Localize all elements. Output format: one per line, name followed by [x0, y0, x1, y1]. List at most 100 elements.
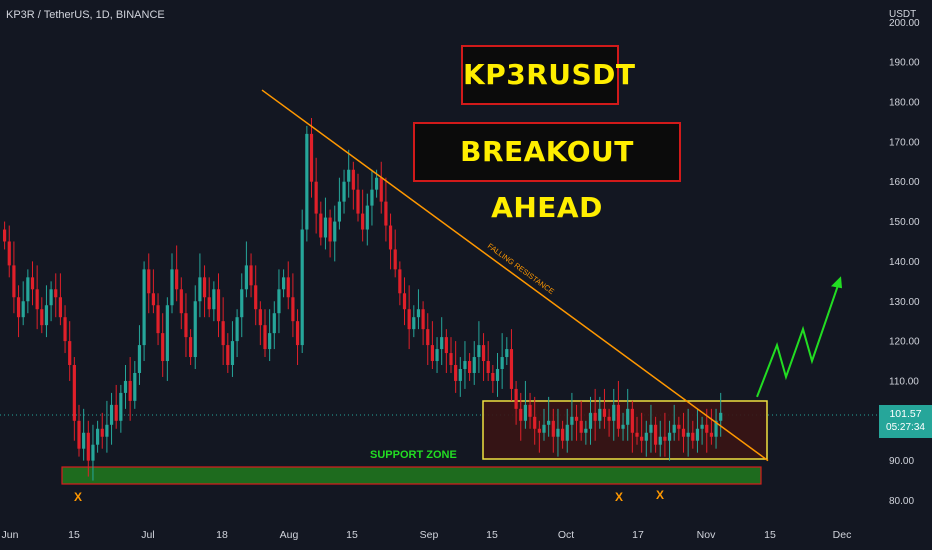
candle-body [528, 404, 532, 417]
projection-arrowhead [831, 276, 842, 289]
candle-body [579, 420, 583, 433]
candle-body [709, 432, 713, 437]
candle-body [319, 213, 323, 238]
candle-body [314, 181, 318, 214]
candle-body [607, 416, 611, 421]
candle-body [21, 301, 25, 318]
candle-body [658, 436, 662, 445]
candle-body [477, 345, 481, 358]
candle-body [63, 317, 67, 342]
candle-body [49, 289, 53, 306]
candle-body [565, 424, 569, 441]
candle-body [351, 169, 355, 190]
candle-body [333, 221, 337, 242]
falling-resistance-line [261, 89, 769, 462]
candle-body [263, 325, 267, 350]
candle-body [337, 201, 341, 222]
projection-path [756, 284, 839, 398]
candle-body [258, 309, 262, 326]
y-tick-label: 150.00 [889, 217, 920, 228]
candle-body [412, 317, 416, 330]
candle-body [54, 289, 58, 298]
candle-body [244, 265, 248, 290]
candle-body [189, 337, 193, 358]
candle-body [184, 313, 188, 338]
candle-body [161, 333, 165, 362]
candle-body [547, 420, 551, 425]
candle-body [137, 345, 142, 373]
candle-body [26, 277, 30, 302]
y-tick-label: 170.00 [889, 137, 920, 148]
candle-body [105, 424, 109, 437]
candle-body [533, 416, 537, 429]
y-tick-label: 80.00 [889, 496, 914, 507]
candle-body [100, 428, 104, 437]
candle-body [561, 428, 565, 441]
headline-title: BREAKOUT AHEAD [413, 122, 681, 224]
candle-body [440, 337, 444, 350]
candle-body [16, 297, 21, 318]
candle-body [147, 269, 151, 294]
candle-body [551, 420, 555, 437]
candle-body [584, 428, 588, 433]
candle-body [556, 428, 560, 437]
y-tick-label: 90.00 [889, 456, 914, 467]
candle-body [719, 412, 723, 421]
bounce-marker-1: X [74, 490, 82, 504]
candle-body [207, 297, 211, 310]
candle-body [58, 297, 62, 318]
candle-body [170, 269, 174, 306]
candle-body [156, 305, 160, 334]
candle-body [356, 189, 360, 214]
candle-body [593, 412, 597, 421]
y-tick-label: 160.00 [889, 177, 920, 188]
candle-body [505, 349, 509, 358]
candle-body [202, 277, 207, 298]
candle-body [282, 277, 286, 290]
candle-body [295, 321, 300, 346]
y-tick-label: 180.00 [889, 98, 920, 109]
candle-body [458, 368, 462, 381]
candle-body [379, 177, 383, 202]
candle-body [654, 424, 658, 445]
support-zone-label: SUPPORT ZONE [370, 449, 457, 461]
x-tick-label: Dec [833, 529, 852, 541]
candle-body [626, 408, 630, 425]
candle-body [12, 265, 16, 298]
candle-body [342, 181, 346, 202]
candle-body [523, 404, 527, 421]
candle-body [142, 269, 146, 346]
candle-body [644, 432, 648, 441]
candle-body [398, 269, 402, 294]
candle-body [640, 436, 644, 441]
x-tick-label: Nov [697, 529, 716, 541]
x-tick-label: 17 [632, 529, 644, 541]
x-tick-label: 15 [68, 529, 80, 541]
time-axis[interactable]: Jun 15 Jul 18 Aug 15 Sep 15 Oct 17 Nov 15 Dec [2, 529, 852, 541]
candle-body [430, 345, 434, 362]
candle-body [268, 333, 272, 350]
candle-body [151, 293, 155, 306]
x-tick-label: Aug [280, 529, 299, 541]
candle-body [123, 380, 128, 393]
candle-body [114, 404, 118, 421]
candle-body [91, 444, 95, 461]
candle-body [235, 317, 239, 342]
candle-body [30, 277, 35, 290]
x-tick-label: 18 [216, 529, 228, 541]
candle-body [491, 372, 495, 381]
candle-body [175, 269, 179, 290]
candle-body [519, 408, 523, 421]
candle-body [240, 289, 244, 318]
x-tick-label: Sep [420, 529, 439, 541]
candle-body [128, 380, 132, 401]
candle-body [86, 432, 90, 461]
candle-body [700, 424, 704, 429]
y-tick-label: 140.00 [889, 257, 920, 268]
candle-body [542, 424, 546, 433]
candle-body [691, 432, 695, 441]
candle-body [277, 289, 281, 314]
candle-body [649, 424, 653, 433]
candle-body [226, 345, 230, 366]
candle-body [347, 169, 351, 182]
